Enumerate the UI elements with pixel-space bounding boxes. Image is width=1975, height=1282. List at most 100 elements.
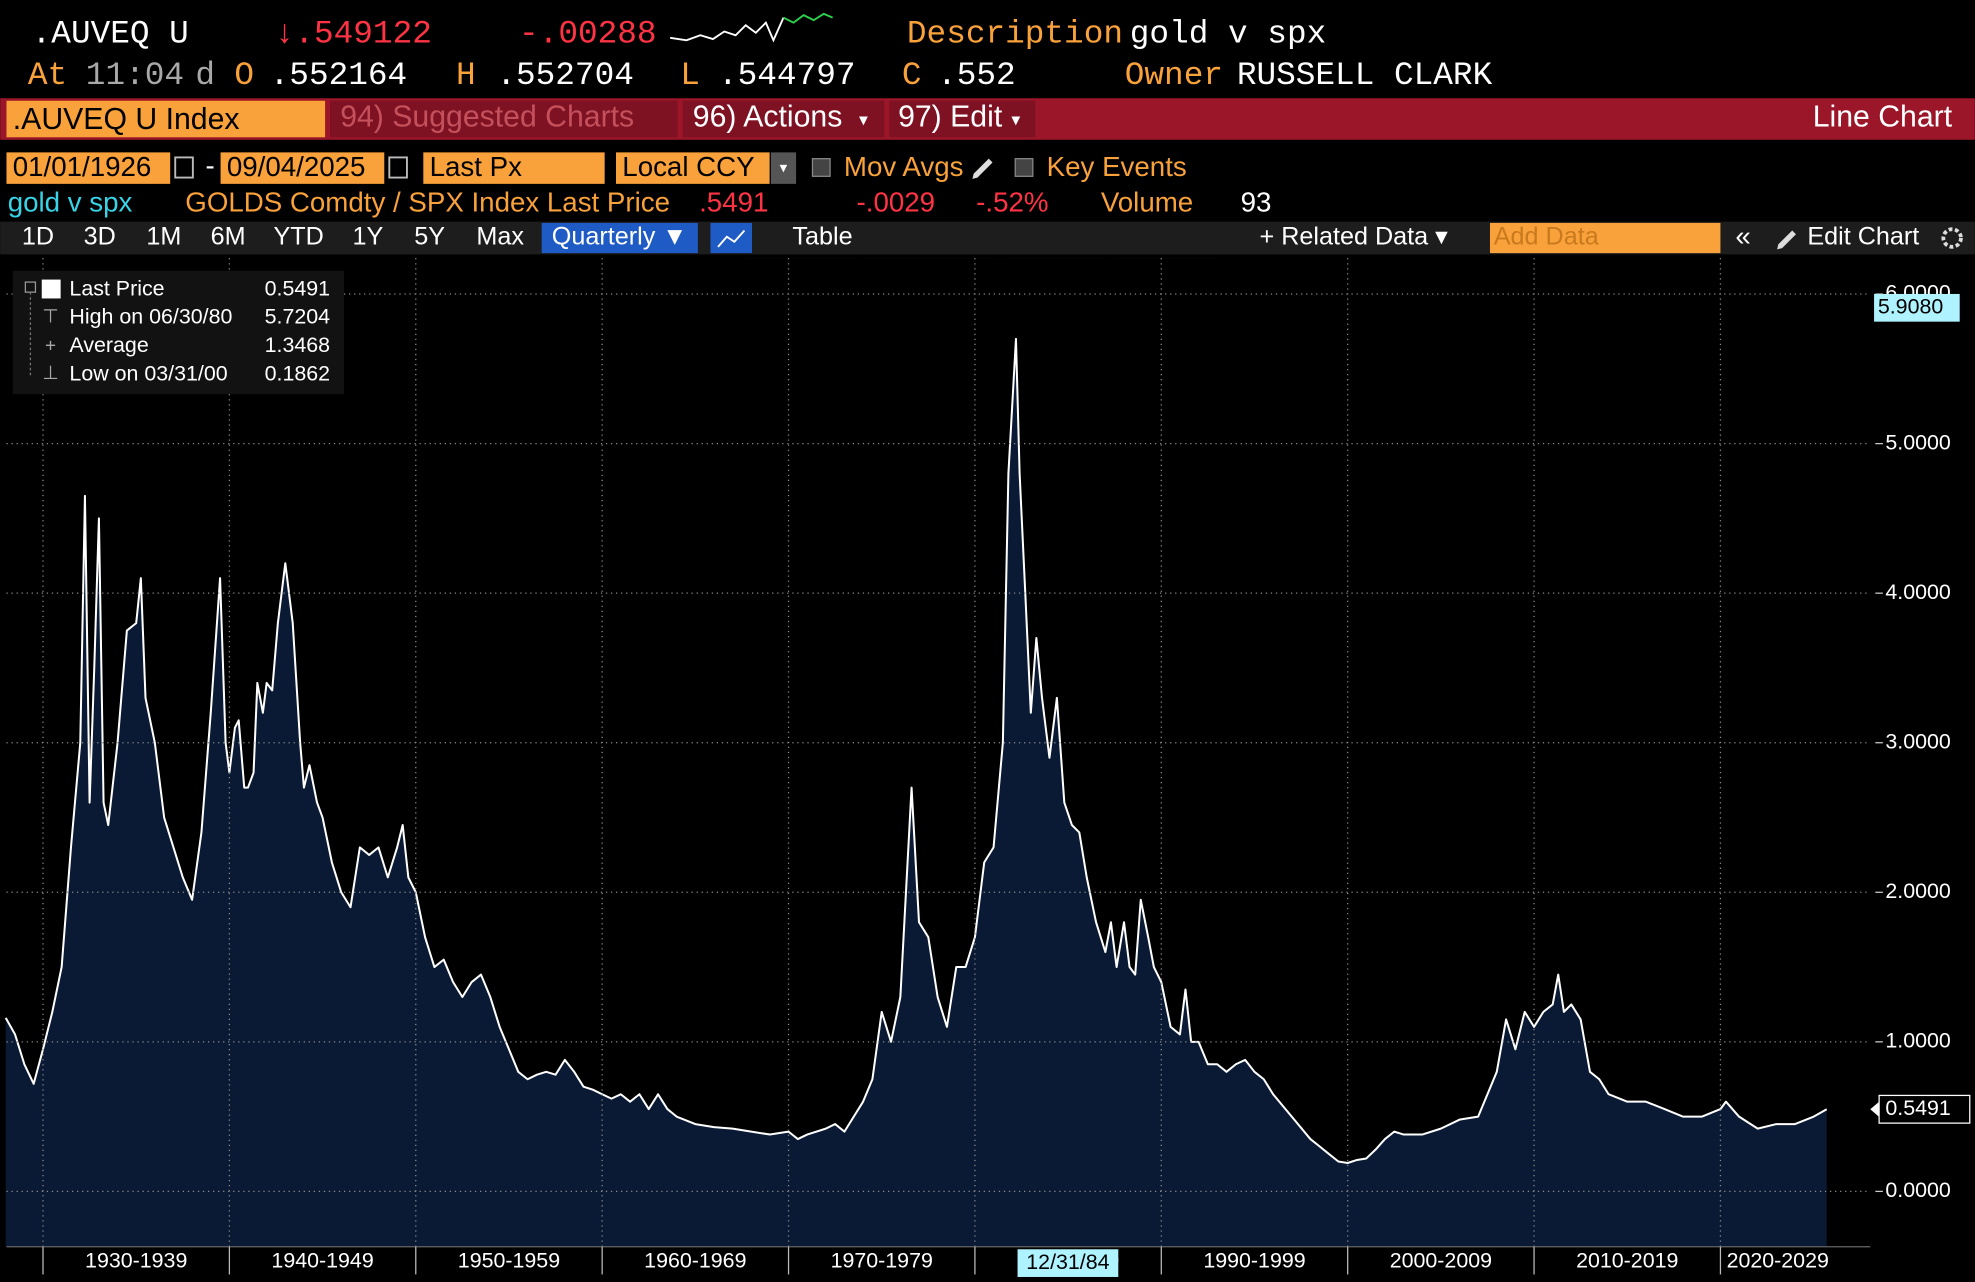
close-label: C (902, 57, 922, 94)
y-tick-label: 1.0000 (1885, 1029, 1951, 1053)
at-label: At (28, 57, 67, 94)
x-tick-label: 1990-1999 (1203, 1249, 1305, 1273)
actions-button[interactable] (682, 100, 885, 138)
start-date[interactable]: 01/01/1926 (13, 151, 152, 182)
period-button[interactable]: 3D (84, 223, 116, 251)
high: .552704 (496, 57, 634, 94)
related-data[interactable]: + Related Data ▾ (1260, 223, 1449, 251)
add-data[interactable]: Add Data (1494, 223, 1599, 251)
owner-label: Owner (1125, 57, 1223, 94)
frequency-button[interactable] (541, 222, 698, 254)
field-box[interactable] (423, 152, 605, 184)
description-label: Description (907, 16, 1123, 53)
edit-caret: ▾ (1011, 110, 1020, 130)
end-date[interactable]: 09/04/2025 (227, 151, 366, 182)
chart-icon-button[interactable] (710, 222, 753, 254)
legend: Last Price 0.5491 High on 06/30/80 5.7204 Av… (69, 276, 330, 385)
period-button[interactable]: Max (476, 223, 524, 251)
y-marker-label: 5.9080 (1878, 294, 1944, 318)
period-button[interactable]: 1D (22, 223, 54, 251)
area (5, 338, 1827, 1247)
open: .552164 (270, 57, 408, 94)
legend-value: 1.3468 (265, 333, 330, 357)
calendar-icon[interactable] (174, 156, 194, 179)
line (4, 337, 1828, 1165)
edit-button[interactable] (889, 100, 1036, 138)
collapse-icon[interactable]: « (1735, 220, 1750, 251)
last-value-label: 0.5491 (1885, 1096, 1950, 1120)
x-axis-band (0, 1246, 1975, 1282)
x-tick-label: 1930-1939 (85, 1249, 187, 1273)
series-pct: -.52% (976, 186, 1048, 217)
actions[interactable]: 96) Actions (693, 100, 843, 133)
y-tick-label: 3.0000 (1885, 729, 1951, 753)
y-tick-label: 4.0000 (1885, 580, 1951, 604)
legend-swatch (41, 279, 61, 299)
calendar-icon[interactable] (388, 156, 408, 179)
legend-low-icon: ⊥ (42, 363, 58, 384)
d: d (195, 57, 215, 94)
sparkline-recent (783, 12, 833, 24)
currency[interactable]: Local CCY (622, 151, 754, 182)
edit-chart[interactable]: Edit Chart (1807, 223, 1919, 251)
y-tick-label: 0.0000 (1885, 1178, 1951, 1202)
x-marker-label: 12/31/84 (1026, 1250, 1109, 1274)
field[interactable]: Last Px (430, 151, 522, 182)
owner: RUSSELL CLARK (1237, 57, 1493, 94)
x-marker-box (1017, 1249, 1119, 1277)
x-tick-label: 1940-1949 (271, 1249, 373, 1273)
x-tick-label: 1960-1969 (644, 1249, 746, 1273)
open-label: O (234, 57, 254, 94)
ticker: .AUVEQ U (32, 16, 189, 53)
legend-high-icon: ⊤ (42, 306, 58, 327)
y-tick-label: 5.0000 (1885, 430, 1951, 454)
chart-icon (717, 229, 746, 248)
legend-value: 0.1862 (265, 361, 330, 385)
checkbox[interactable] (1014, 158, 1034, 177)
currency-dropdown[interactable] (770, 152, 797, 184)
series-name: gold v spx (8, 186, 133, 217)
dropdown-caret: ▾ (780, 160, 788, 177)
period-button[interactable]: 5Y (414, 223, 445, 251)
checkbox[interactable] (811, 158, 831, 177)
legend-avg-icon: + (45, 335, 56, 356)
key-events[interactable]: Key Events (1047, 151, 1187, 182)
period-button[interactable]: 1M (146, 223, 181, 251)
x-tick-label: 1950-1959 (458, 1249, 560, 1273)
table-button[interactable]: Table (792, 223, 852, 251)
end-box[interactable] (220, 152, 385, 184)
change: -.00288 (519, 16, 657, 53)
legend-value: 0.5491 (265, 276, 330, 300)
legend-label: High on 06/30/80 (69, 305, 232, 329)
security[interactable]: .AUVEQ U Index (13, 103, 240, 136)
security-box[interactable] (6, 100, 326, 138)
high-label: H (456, 57, 476, 94)
edit[interactable]: 97) Edit (898, 100, 1003, 133)
suggested[interactable]: 94) Suggested Charts (340, 100, 634, 133)
y-marker-box (1874, 293, 1960, 322)
period-button[interactable]: 6M (211, 223, 246, 251)
frequency[interactable]: Quarterly ▼ (552, 223, 687, 251)
suggested-button[interactable] (330, 100, 678, 138)
legend-label: Low on 03/31/00 (69, 361, 227, 385)
last-value-box (1878, 1094, 1971, 1124)
mov-avgs[interactable]: Mov Avgs (844, 151, 964, 182)
start-box[interactable] (6, 152, 171, 184)
x-tick-label: 2010-2019 (1576, 1249, 1678, 1273)
volume: 93 (1241, 186, 1272, 217)
add-data-box[interactable] (1489, 222, 1721, 254)
legend-label: Average (69, 333, 148, 357)
period-button[interactable]: 1Y (353, 223, 384, 251)
low-label: L (680, 57, 700, 94)
date-dash: - (205, 150, 214, 181)
series-change: -.0029 (857, 186, 936, 217)
settings-icon[interactable] (1941, 227, 1963, 249)
period-button[interactable]: YTD (273, 223, 323, 251)
chart-type: Line Chart (1813, 100, 1953, 133)
low: .544797 (718, 57, 856, 94)
price: ↓.549122 (275, 16, 432, 53)
pencil-icon[interactable] (972, 158, 993, 179)
currency-box[interactable] (615, 152, 770, 184)
x-tick-label: 2020-2029 (1727, 1249, 1829, 1273)
